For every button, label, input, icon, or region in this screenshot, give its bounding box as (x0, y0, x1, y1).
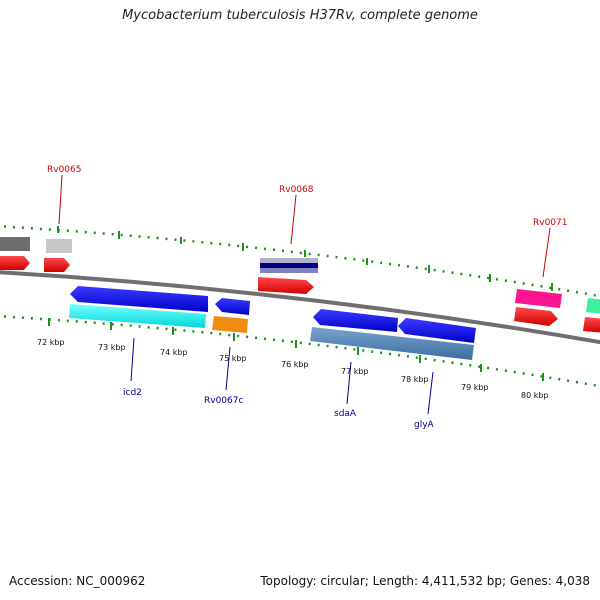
gene-label-rv0067c[interactable]: Rv0067c (204, 396, 243, 406)
gene-feature[interactable] (46, 239, 72, 253)
kbp-label: 79 kbp (461, 383, 489, 392)
upper-label-leaders (58, 174, 551, 278)
lower-label-leaders (130, 337, 434, 415)
upper-gene-labels: Rv0065 Rv0068 Rv0071 (47, 165, 567, 228)
upper-features (0, 237, 600, 333)
accession-text: Accession: NC_000962 (9, 574, 146, 588)
gene-feature[interactable] (260, 268, 318, 273)
gene-feature[interactable] (310, 327, 474, 360)
gene-arrow[interactable] (0, 256, 30, 270)
gene-label-icd2[interactable]: icd2 (123, 388, 142, 398)
kbp-label: 72 kbp (37, 338, 65, 347)
kbp-label: 74 kbp (160, 348, 188, 357)
upper-major-ticks (57, 226, 553, 291)
gene-label-rv0071[interactable]: Rv0071 (533, 218, 567, 228)
gene-arrow[interactable] (44, 258, 70, 272)
gene-feature[interactable] (69, 304, 206, 328)
gene-arrow[interactable] (583, 317, 600, 333)
genome-backbone (0, 270, 600, 345)
gene-feature[interactable] (586, 298, 600, 314)
gene-label-glya[interactable]: glyA (414, 420, 435, 430)
kbp-label: 73 kbp (98, 343, 126, 352)
map-title: Mycobacterium tuberculosis H37Rv, comple… (122, 8, 478, 23)
gene-feature[interactable] (0, 237, 30, 251)
kbp-labels: 72 kbp 73 kbp 74 kbp 75 kbp 76 kbp 77 kb… (37, 338, 549, 400)
kbp-label: 80 kbp (521, 391, 549, 400)
gene-feature[interactable] (515, 289, 562, 308)
gene-label-rv0065[interactable]: Rv0065 (47, 165, 81, 175)
gene-arrow[interactable] (313, 309, 398, 332)
gene-arrow[interactable] (398, 318, 476, 343)
kbp-label: 78 kbp (401, 375, 429, 384)
lower-features (69, 286, 476, 360)
gene-label-sdaa[interactable]: sdaA (334, 409, 357, 419)
kbp-label: 75 kbp (219, 354, 247, 363)
gene-feature[interactable] (260, 258, 318, 263)
upper-tick-track (0, 225, 600, 298)
gene-arrow[interactable] (514, 307, 558, 326)
lower-major-ticks (48, 318, 544, 381)
lower-tick-track (0, 315, 600, 388)
gene-feature[interactable] (260, 263, 318, 268)
lower-gene-labels: icd2 Rv0067c sdaA glyA (123, 388, 435, 430)
genome-summary-text: Topology: circular; Length: 4,411,532 bp… (260, 574, 590, 588)
gene-label-rv0068[interactable]: Rv0068 (279, 185, 314, 195)
kbp-label: 76 kbp (281, 360, 309, 369)
gene-arrow[interactable] (70, 286, 208, 312)
kbp-label: 77 kbp (341, 367, 369, 376)
gene-arrow[interactable] (215, 298, 250, 315)
gene-feature[interactable] (212, 316, 248, 333)
gene-arrow[interactable] (258, 277, 314, 294)
